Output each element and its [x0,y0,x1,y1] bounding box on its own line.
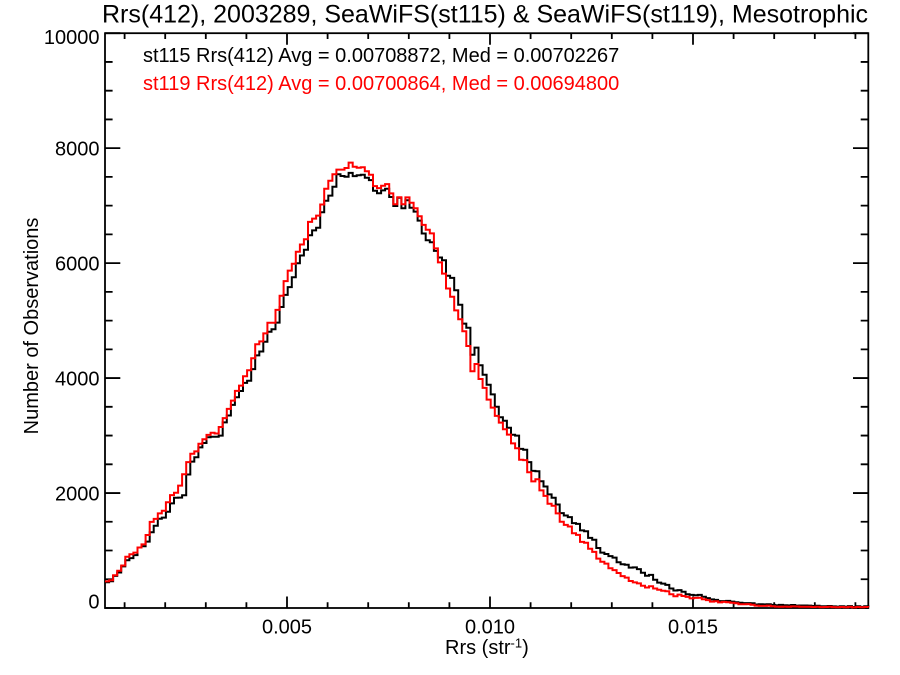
svg-text:0.015: 0.015 [668,616,718,638]
svg-text:Number of Observations: Number of Observations [21,218,43,435]
svg-text:8000: 8000 [55,138,100,160]
svg-text:0.005: 0.005 [262,616,312,638]
svg-text:st115 Rrs(412) Avg = 0.0070887: st115 Rrs(412) Avg = 0.00708872, Med = 0… [143,45,619,67]
svg-text:2000: 2000 [55,483,100,505]
svg-text:0.010: 0.010 [465,616,515,638]
svg-text:4000: 4000 [55,368,100,390]
svg-text:0: 0 [88,591,99,613]
svg-text:Rrs(412), 2003289, SeaWiFS(st1: Rrs(412), 2003289, SeaWiFS(st115) & SeaW… [102,0,868,28]
svg-text:st119 Rrs(412) Avg = 0.0070086: st119 Rrs(412) Avg = 0.00700864, Med = 0… [143,73,619,95]
svg-text:6000: 6000 [55,253,100,275]
svg-text:Rrs (str-1): Rrs (str-1) [445,636,529,660]
svg-text:10000: 10000 [44,27,100,49]
